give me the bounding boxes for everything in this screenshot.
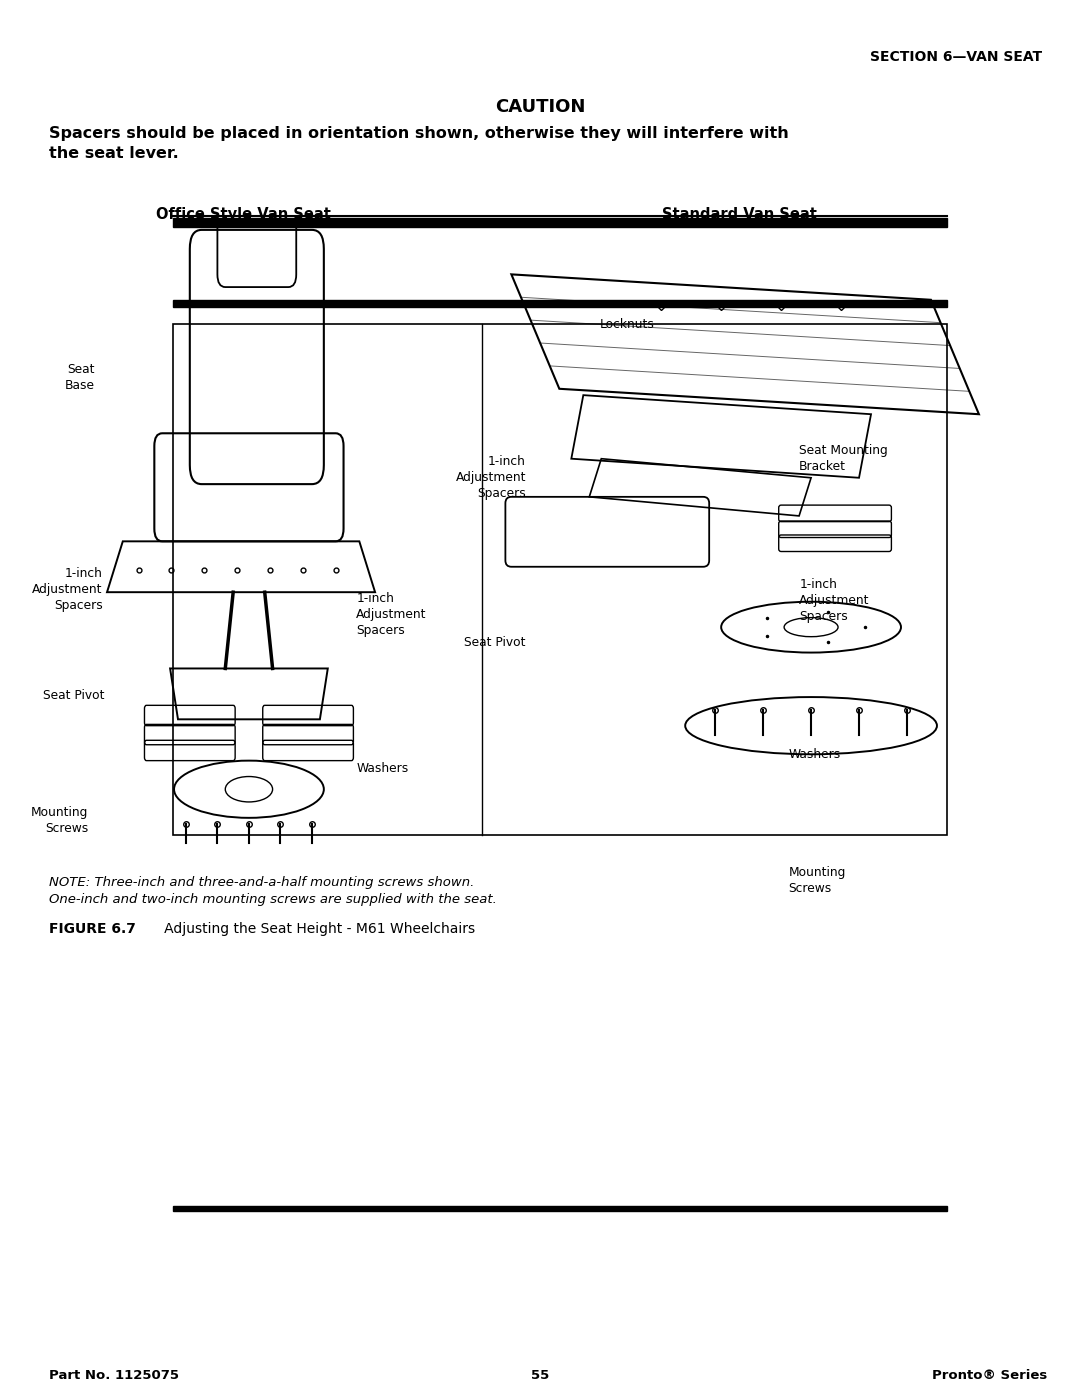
Text: 1-inch
Adjustment
Spacers: 1-inch Adjustment Spacers [799,578,869,623]
Text: Mounting
Screws: Mounting Screws [31,806,89,834]
Text: Washers: Washers [788,747,840,761]
Bar [173,1206,947,1211]
Text: Washers: Washers [356,761,408,775]
Text: NOTE: Three-inch and three-and-a-half mounting screws shown.
One-inch and two-in: NOTE: Three-inch and three-and-a-half mo… [49,876,497,905]
Text: Part No. 1125075: Part No. 1125075 [49,1369,178,1382]
Text: CAUTION: CAUTION [495,98,585,116]
Text: Mounting
Screws: Mounting Screws [788,866,846,894]
Text: Seat Pivot: Seat Pivot [464,636,526,650]
Text: Spacers should be placed in orientation shown, otherwise they will interfere wit: Spacers should be placed in orientation … [49,126,788,161]
Text: Locknuts: Locknuts [599,317,654,331]
Text: Adjusting the Seat Height - M61 Wheelchairs: Adjusting the Seat Height - M61 Wheelcha… [151,922,475,936]
Text: Seat Mounting
Bracket: Seat Mounting Bracket [799,444,888,472]
Text: Seat
Base: Seat Base [65,363,95,391]
Text: 1-inch
Adjustment
Spacers: 1-inch Adjustment Spacers [356,592,427,637]
Text: 1-inch
Adjustment
Spacers: 1-inch Adjustment Spacers [32,567,103,612]
Text: Standard Van Seat: Standard Van Seat [662,207,818,222]
Text: Seat Pivot: Seat Pivot [43,689,105,703]
Text: Office Style Van Seat: Office Style Van Seat [156,207,330,222]
Bar [173,218,947,226]
Text: Pronto® Series: Pronto® Series [932,1369,1048,1382]
Text: FIGURE 6.7: FIGURE 6.7 [49,922,135,936]
Text: SECTION 6—VAN SEAT: SECTION 6—VAN SEAT [870,50,1042,64]
Bar [173,300,947,307]
Text: 1-inch
Adjustment
Spacers: 1-inch Adjustment Spacers [456,455,526,500]
Bar [173,324,947,834]
Text: 55: 55 [531,1369,549,1382]
